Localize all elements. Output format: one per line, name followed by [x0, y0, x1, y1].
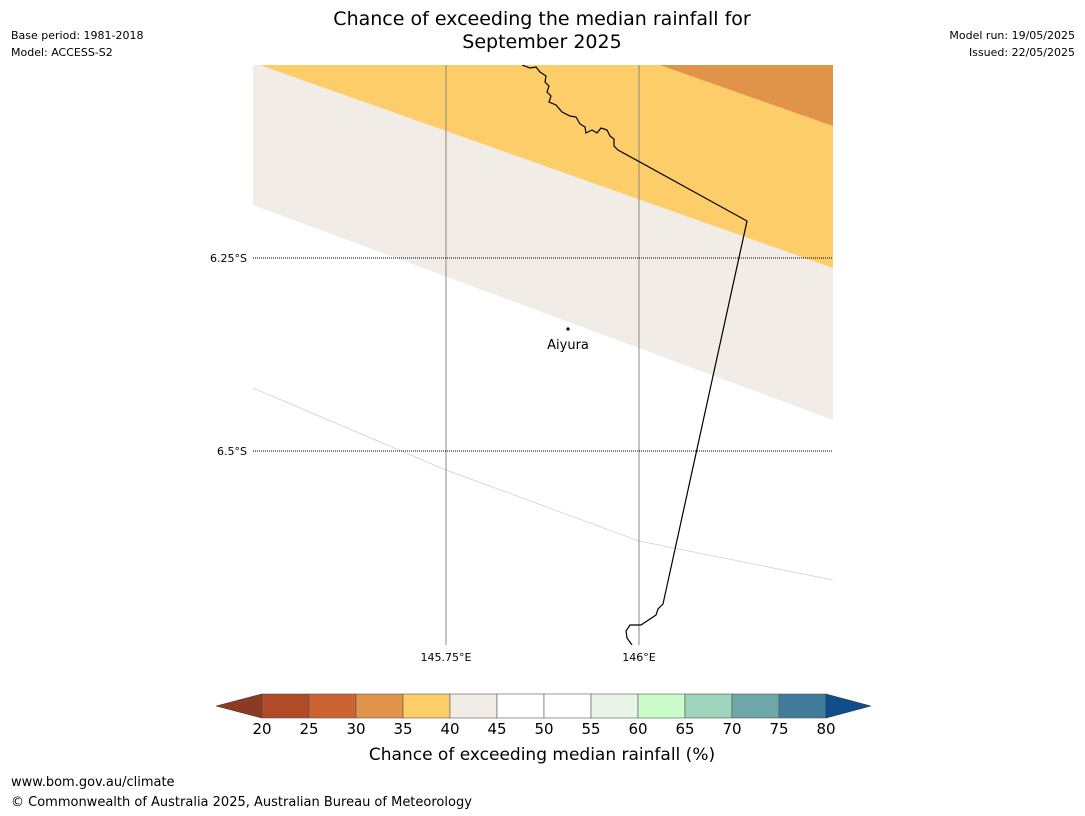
footer-url[interactable]: www.bom.gov.au/climate: [11, 775, 175, 790]
band-35-40: [260, 65, 833, 268]
colorbar-tick-label: 40: [440, 720, 460, 738]
title-line-2: September 2025: [462, 31, 622, 53]
issued-text: Issued: 22/05/2025: [968, 46, 1075, 59]
colorbar-tick-label: 80: [816, 720, 836, 738]
colorbar-tick-label: 50: [534, 720, 554, 738]
map-title: Chance of exceeding the median rainfall …: [242, 8, 842, 54]
map-panel: Aiyura 6.25°S 6.5°S 145.75°E 146°E: [210, 65, 833, 664]
title-line-1: Chance of exceeding the median rainfall …: [333, 8, 751, 30]
model-text: Model: ACCESS-S2: [11, 46, 113, 59]
band-30-35: [660, 65, 833, 126]
meta-right: Model run: 19/05/2025 Issued: 22/05/2025: [949, 27, 1075, 61]
lat-label-6-5: 6.5°S: [217, 445, 247, 458]
faint-contour-line: [253, 387, 833, 581]
colorbar-segment: [684, 693, 733, 719]
border-line: [521, 65, 748, 645]
colorbar-label: Chance of exceeding median rainfall (%): [368, 745, 716, 765]
colorbar-tick-label: 65: [675, 720, 695, 738]
colorbar-segment: [778, 693, 827, 719]
meta-left: Base period: 1981-2018 Model: ACCESS-S2: [11, 27, 143, 61]
model-run-text: Model run: 19/05/2025: [949, 29, 1075, 42]
colorbar-tick-label: 30: [346, 720, 366, 738]
colorbar-segment: [543, 693, 592, 719]
colorbar-tick-label: 25: [299, 720, 319, 738]
aiyura-label: Aiyura: [547, 338, 589, 353]
colorbar-tick-label: 35: [393, 720, 413, 738]
colorbar-tick-label: 45: [487, 720, 507, 738]
footer-copyright: © Commonwealth of Australia 2025, Austra…: [11, 795, 472, 810]
colorbar-segment: [637, 693, 686, 719]
base-period-text: Base period: 1981-2018: [11, 29, 144, 42]
lon-label-145-75: 145.75°E: [421, 651, 472, 664]
colorbar-segment: [496, 693, 545, 719]
colorbar-tick-label: 75: [769, 720, 789, 738]
lon-label-146: 146°E: [622, 651, 655, 664]
colorbar-tick-label: 60: [628, 720, 648, 738]
colorbar-segment: [449, 693, 498, 719]
colorbar-tick-label: 70: [722, 720, 742, 738]
colorbar-extend-low: [216, 693, 263, 719]
colorbar-segment: [402, 693, 451, 719]
lat-label-6-25: 6.25°S: [210, 252, 247, 265]
colorbar-segment: [355, 693, 404, 719]
colorbar-extend-high: [825, 693, 871, 719]
colorbar-segment: [308, 693, 357, 719]
forecast-shading: [253, 65, 833, 645]
colorbar-segment: [261, 693, 310, 719]
colorbar-segment: [590, 693, 639, 719]
colorbar-tick-label: 20: [252, 720, 272, 738]
colorbar-segment: [731, 693, 780, 719]
aiyura-marker: [566, 327, 570, 331]
colorbar-tick-label: 55: [581, 720, 601, 738]
colorbar: [216, 693, 871, 719]
